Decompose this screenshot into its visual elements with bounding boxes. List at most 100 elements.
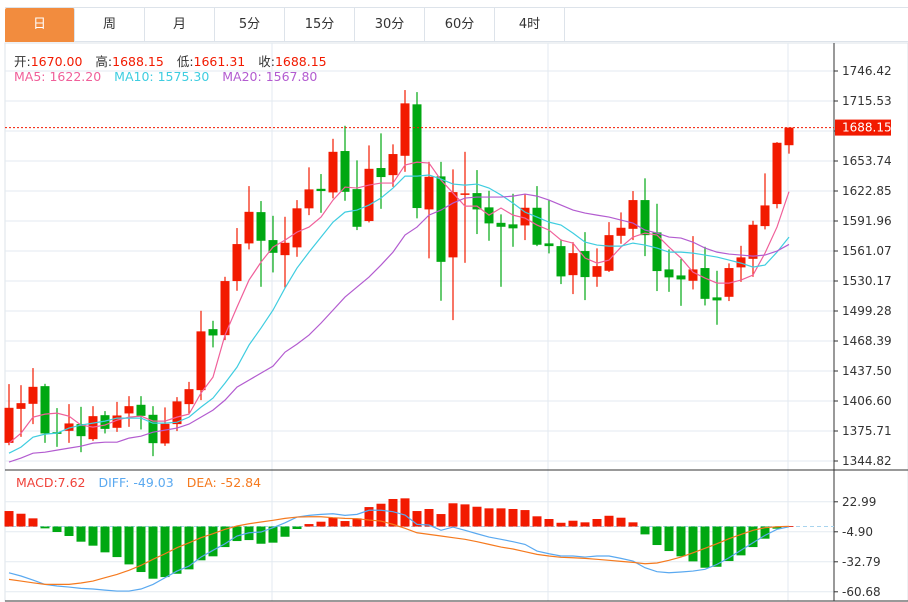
ma20-value: MA20: 1567.80 [222,69,318,84]
candle-body [736,257,746,268]
candle-body [136,404,146,416]
candle-body [220,281,230,336]
candle [244,186,254,250]
macd-bar [280,526,290,537]
macd-bar [184,526,194,570]
tab-60min[interactable]: 60分 [425,8,495,42]
ma-info: MA5: 1622.20 MA10: 1575.30 MA20: 1567.80 [14,69,317,84]
candle-body [208,329,218,336]
tab-week[interactable]: 周 [75,8,145,42]
dea-value: DEA: -52.84 [186,475,262,490]
candle [172,397,182,432]
macd-bar [712,526,722,567]
candle-body [676,275,686,280]
candle [340,125,350,201]
macd-bar [688,526,698,562]
candle [40,383,50,443]
macd-bar [472,506,482,527]
price-tick-label: 1375.71 [842,424,892,438]
candle-body [376,168,386,178]
macd-bar [316,521,326,527]
candle [328,138,338,199]
ma20-line [8,193,790,463]
macd-bar [148,526,158,579]
candle [256,201,266,287]
macd-tick-label: 22.99 [842,495,876,509]
high-value: 1688.15 [112,54,164,69]
candle [568,242,578,295]
candle-body [400,103,410,156]
candle-body [580,251,590,278]
ma10-line [8,174,790,454]
candle-body [436,176,446,262]
macd-bar [628,522,638,527]
candle-body [364,168,374,222]
candle-body [652,232,662,272]
candle-body [124,406,134,414]
candle-body [544,243,554,247]
candle [580,232,590,301]
macd-bar [448,503,458,527]
macd-bar [592,518,602,527]
diff-value: DIFF: -49.03 [98,475,174,490]
price-tick-label: 1622.85 [842,184,892,198]
candle-body [340,151,350,192]
candle [556,239,566,285]
candle [400,90,410,172]
tab-day[interactable]: 日 [5,8,75,42]
macd-tick-label: -32.79 [842,555,881,569]
candle [100,411,110,434]
tab-30min[interactable]: 30分 [355,8,425,42]
candle [112,401,122,432]
candle-body [748,224,758,259]
candle-body [724,268,734,297]
macd-bar [172,526,182,574]
macd-tick-label: -4.90 [842,525,873,539]
candle-body [40,386,50,434]
candle [448,169,458,321]
tab-5min[interactable]: 5分 [215,8,285,42]
macd-bar [376,503,386,527]
macd-bar [76,526,86,542]
candle-body [100,415,110,429]
tab-15min[interactable]: 15分 [285,8,355,42]
candle [232,228,242,291]
macd-bar [544,518,554,527]
candle [544,199,554,254]
macd-bar [256,526,266,544]
candle [412,92,422,219]
candle [64,404,74,443]
candle-body [256,212,266,241]
candle [592,248,602,287]
candle-body [424,176,434,210]
candle [664,249,674,292]
macd-bar [304,524,314,527]
candle [268,215,278,273]
candle-body [556,246,566,277]
candle-body [712,297,722,301]
candle-body [412,104,422,209]
candle [712,270,722,325]
candle [364,145,374,223]
macd-bar [436,514,446,527]
candle-body [352,189,362,227]
macd-bar [604,515,614,527]
macd-bar [292,526,302,530]
current-price-label: 1688.15 [842,121,892,135]
high-label: 高: [95,54,113,69]
candle [628,191,638,241]
candle [436,161,446,301]
macd-bar [568,520,578,527]
tab-month[interactable]: 月 [145,8,215,42]
candle-body [700,268,710,299]
candle-body [760,205,770,227]
current-price-badge [835,119,891,136]
macd-bar [4,511,14,527]
candle [424,161,434,259]
candle-body [496,222,506,227]
tab-4hour[interactable]: 4时 [495,8,565,42]
macd-tick-label: -60.68 [842,585,881,599]
macd-bar [556,522,566,527]
macd-bar [136,526,146,573]
